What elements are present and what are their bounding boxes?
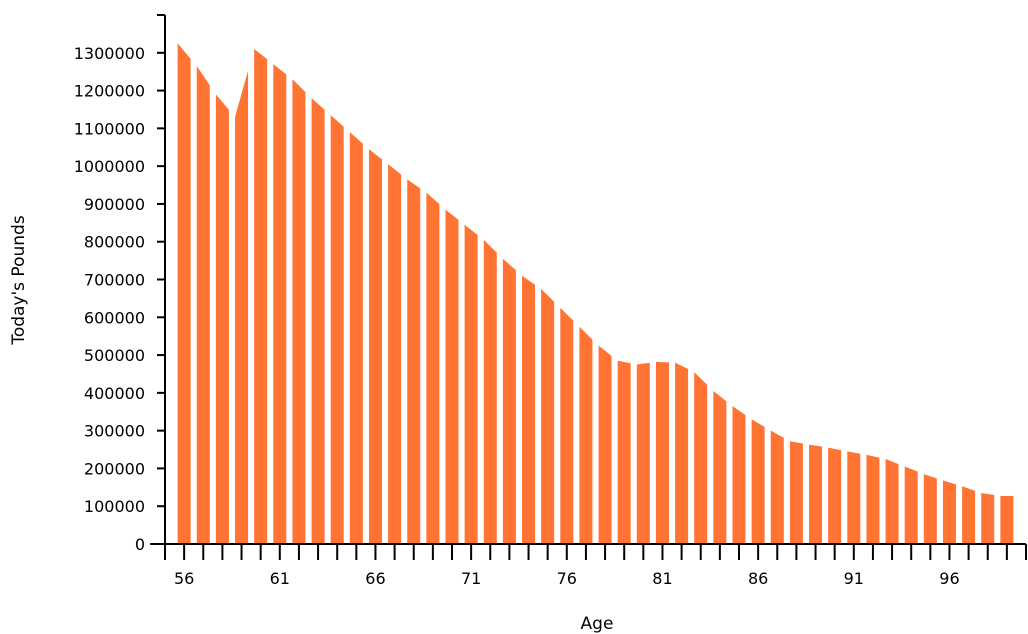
bar-age-99 xyxy=(1000,496,1014,544)
bar-age-67 xyxy=(388,164,402,544)
x-tick-label-86: 86 xyxy=(748,569,768,588)
y-tick-label-1000000: 1000000 xyxy=(74,157,145,176)
bar-age-63 xyxy=(311,98,325,544)
bar-age-72 xyxy=(483,239,497,544)
bar-age-77 xyxy=(579,326,593,544)
y-tick-label-400000: 400000 xyxy=(84,384,145,403)
bar-age-89 xyxy=(809,444,823,544)
bar-age-61 xyxy=(273,64,287,544)
y-tick-label-800000: 800000 xyxy=(84,233,145,252)
bar-age-82 xyxy=(675,362,689,544)
bar-age-69 xyxy=(426,192,440,545)
y-tick-label-200000: 200000 xyxy=(84,459,145,478)
bar-age-76 xyxy=(560,307,574,544)
bar-age-71 xyxy=(464,224,478,545)
y-tick-label-900000: 900000 xyxy=(84,195,145,214)
bar-age-64 xyxy=(330,115,344,544)
x-axis-title: Age xyxy=(581,614,614,634)
bar-age-95 xyxy=(923,474,937,544)
y-tick-label-600000: 600000 xyxy=(84,308,145,327)
y-tick-label-500000: 500000 xyxy=(84,346,145,365)
x-axis: 56 61 66 71 76 81 86 91 96 xyxy=(150,543,1027,588)
bar-age-74 xyxy=(522,275,536,544)
y-tick-label-1300000: 1300000 xyxy=(74,44,145,63)
bar-age-57 xyxy=(196,66,210,544)
y-tick-label-1200000: 1200000 xyxy=(74,82,145,101)
y-tick-label-700000: 700000 xyxy=(84,271,145,290)
bar-age-60 xyxy=(254,49,268,544)
bar-age-84 xyxy=(713,390,727,544)
x-tick-label-76: 76 xyxy=(557,569,577,588)
bar-age-68 xyxy=(407,179,421,544)
bar-age-88 xyxy=(789,441,803,544)
y-tick-label-0: 0 xyxy=(135,535,145,554)
bar-age-97 xyxy=(962,486,976,544)
y-axis: 0 100000 200000 300000 400000 500000 600000 700… xyxy=(74,14,166,554)
x-tick-label-56: 56 xyxy=(174,569,194,588)
bar-age-86 xyxy=(751,419,765,544)
bar-age-78 xyxy=(598,345,612,544)
bar-age-92 xyxy=(866,454,880,544)
bar-age-58 xyxy=(215,94,229,544)
bar-age-62 xyxy=(292,79,306,544)
bar-age-56 xyxy=(177,43,191,544)
x-tick-label-66: 66 xyxy=(365,569,385,588)
bar-age-66 xyxy=(368,149,382,544)
y-tick-label-100000: 100000 xyxy=(84,497,145,516)
bars xyxy=(177,43,1014,545)
bar-age-79 xyxy=(617,360,631,544)
x-tick-label-91: 91 xyxy=(844,569,864,588)
bar-age-73 xyxy=(502,258,516,544)
x-tick-label-71: 71 xyxy=(461,569,481,588)
bar-age-94 xyxy=(904,466,918,544)
bar-age-59 xyxy=(235,70,249,544)
x-tick-label-61: 61 xyxy=(270,569,290,588)
x-tick-label-81: 81 xyxy=(652,569,672,588)
bar-age-81 xyxy=(655,361,669,544)
bar-age-91 xyxy=(847,451,861,544)
bar-age-96 xyxy=(942,480,956,544)
x-tick-label-96: 96 xyxy=(939,569,959,588)
bar-age-83 xyxy=(694,372,708,544)
bar-age-75 xyxy=(541,288,555,544)
bar-age-93 xyxy=(885,458,899,544)
bar-age-85 xyxy=(732,406,746,544)
bar-age-70 xyxy=(445,209,459,544)
y-axis-title: Today's Pounds xyxy=(9,215,29,345)
bar-age-80 xyxy=(636,362,650,544)
bar-age-90 xyxy=(828,447,842,544)
bar-age-65 xyxy=(349,132,363,544)
y-tick-label-1100000: 1100000 xyxy=(74,119,145,138)
y-tick-label-300000: 300000 xyxy=(84,422,145,441)
bar-age-87 xyxy=(770,430,784,544)
bar-age-98 xyxy=(981,492,995,544)
